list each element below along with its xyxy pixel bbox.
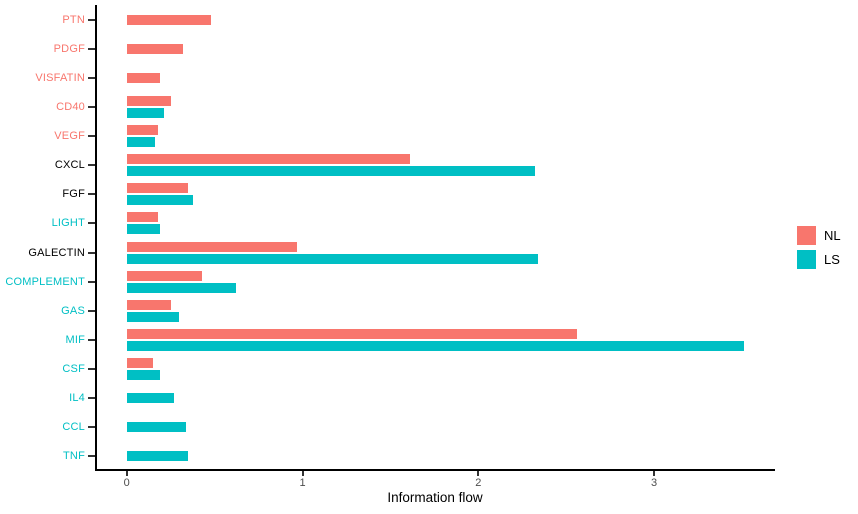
legend-label-ls: LS: [824, 252, 840, 267]
y-axis-tick: [88, 251, 95, 254]
y-axis-tick: [88, 280, 95, 283]
bar-nl-csf: [126, 358, 154, 369]
bar-nl-galectin: [126, 241, 298, 252]
bar-ls-mif: [126, 340, 744, 351]
chart-row-il4: IL4: [69, 384, 775, 413]
y-axis-tick: [88, 47, 95, 50]
category-label-csf: CSF: [62, 363, 85, 376]
category-label-light: LIGHT: [51, 217, 85, 230]
chart-row-visfatin: VISFATIN: [35, 63, 775, 92]
category-label-pdgf: PDGF: [53, 42, 85, 55]
chart-row-cxcl: CXCL: [55, 151, 775, 180]
x-axis-title: Information flow: [387, 490, 483, 505]
bar-nl-cxcl: [126, 154, 410, 165]
y-axis-tick: [88, 135, 95, 138]
bar-nl-complement: [126, 270, 203, 281]
y-axis-tick: [88, 397, 95, 400]
chart-row-pdgf: PDGF: [54, 34, 775, 63]
y-axis-tick: [88, 426, 95, 429]
bar-nl-ptn: [126, 14, 212, 25]
x-axis-tick-label: 3: [651, 477, 658, 489]
bar-nl-visfatin: [126, 72, 161, 83]
x-axis-tick: [653, 471, 656, 476]
y-axis-tick: [88, 338, 95, 341]
x-axis-tick-label: 0: [123, 477, 130, 489]
x-axis-tick: [301, 471, 304, 476]
y-axis-tick: [88, 164, 95, 167]
bar-ls-csf: [126, 370, 161, 381]
bar-nl-pdgf: [126, 43, 183, 54]
legend-item-ls: LS: [797, 250, 841, 269]
bar-ls-cd40: [126, 107, 164, 118]
legend-key-ls-swatch: [797, 250, 816, 269]
category-label-mif: MIF: [65, 333, 85, 346]
y-axis-tick: [88, 193, 95, 196]
bar-ls-gas: [126, 311, 180, 322]
y-axis-tick: [88, 105, 95, 108]
category-label-tnf: TNF: [63, 450, 85, 463]
y-axis-tick: [88, 222, 95, 225]
category-label-visfatin: VISFATIN: [35, 71, 85, 84]
legend-key-nl-swatch: [797, 226, 816, 245]
chart-row-galectin: GALECTIN: [28, 238, 775, 267]
y-axis-tick: [88, 18, 95, 21]
bar-ls-cxcl: [126, 166, 535, 177]
legend-item-nl: NL: [797, 226, 841, 245]
bar-ls-galectin: [126, 253, 539, 264]
bar-nl-vegf: [126, 125, 159, 136]
chart-row-tnf: TNF: [63, 442, 775, 471]
bar-nl-gas: [126, 299, 171, 310]
x-axis-tick-label: 2: [475, 477, 482, 489]
y-axis-tick: [88, 309, 95, 312]
y-axis-tick: [88, 76, 95, 79]
bar-nl-cd40: [126, 95, 171, 106]
bar-ls-fgf: [126, 195, 194, 206]
chart-row-complement: COMPLEMENT: [5, 267, 775, 296]
bar-ls-il4: [126, 393, 175, 404]
bar-ls-tnf: [126, 451, 189, 462]
chart-row-gas: GAS: [61, 296, 775, 325]
chart-row-cd40: CD40: [56, 92, 775, 121]
x-axis-tick: [477, 471, 480, 476]
chart-row-light: LIGHT: [52, 209, 775, 238]
y-axis-tick: [88, 455, 95, 458]
category-label-cxcl: CXCL: [54, 159, 85, 172]
bar-nl-light: [126, 212, 159, 223]
bar-ls-vegf: [126, 137, 155, 148]
category-label-cd40: CD40: [56, 100, 85, 113]
legend-label-nl: NL: [824, 228, 841, 243]
category-label-vegf: VEGF: [54, 130, 85, 143]
category-label-fgf: FGF: [62, 188, 85, 201]
chart-row-fgf: FGF: [62, 180, 775, 209]
category-label-ccl: CCL: [62, 421, 85, 434]
chart-row-ccl: CCL: [62, 413, 775, 442]
bar-ls-complement: [126, 282, 236, 293]
chart-row-mif: MIF: [65, 325, 775, 354]
bar-nl-mif: [126, 328, 577, 339]
chart-row-ptn: PTN: [62, 5, 775, 34]
plot-panel: PTN PDGF VISFATIN CD40 VEGF CXCL FGF LIGHT GALEC…: [5, 5, 775, 489]
category-label-gas: GAS: [61, 304, 85, 317]
bar-nl-fgf: [126, 183, 189, 194]
category-label-galectin: GALECTIN: [28, 246, 85, 259]
bar-ls-ccl: [126, 422, 187, 433]
category-label-complement: COMPLEMENT: [5, 275, 85, 288]
legend: NL LS: [797, 226, 841, 269]
x-axis-tick: [125, 471, 128, 476]
category-label-ptn: PTN: [62, 13, 85, 26]
chart-row-csf: CSF: [62, 355, 775, 384]
y-axis-tick: [88, 368, 95, 371]
chart-row-vegf: VEGF: [54, 122, 775, 151]
category-label-il4: IL4: [69, 392, 85, 405]
x-axis-tick-label: 1: [299, 477, 306, 489]
bar-ls-light: [126, 224, 161, 235]
